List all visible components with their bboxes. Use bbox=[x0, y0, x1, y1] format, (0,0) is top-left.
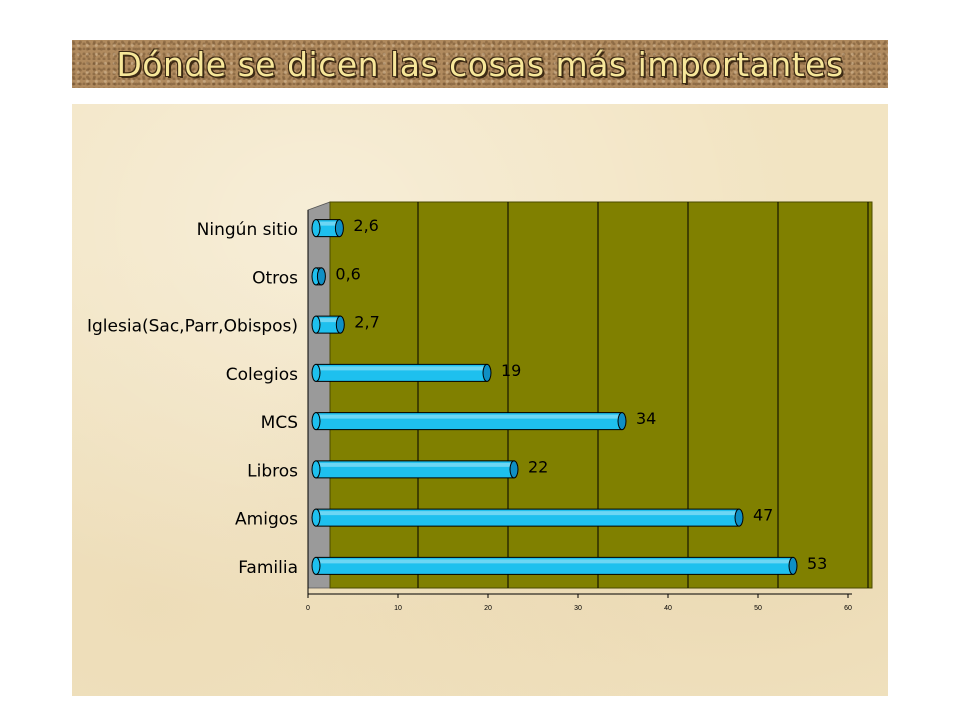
bar-highlight bbox=[317, 318, 340, 323]
bar-0 bbox=[311, 219, 344, 238]
category-label: Familia bbox=[238, 558, 298, 578]
bar-end-cap bbox=[316, 267, 326, 286]
x-tick-label: 60 bbox=[844, 605, 852, 612]
bar-end-cap bbox=[334, 219, 344, 238]
category-label: Amigos bbox=[235, 510, 298, 530]
category-label: Libros bbox=[247, 461, 298, 481]
value-label: 47 bbox=[753, 506, 773, 525]
bar-1 bbox=[311, 267, 326, 286]
value-label: 53 bbox=[807, 554, 827, 573]
page-title: Dónde se dicen las cosas más importantes bbox=[116, 44, 844, 84]
x-tick-label: 0 bbox=[306, 605, 310, 612]
bar-7 bbox=[311, 556, 798, 575]
x-tick-label: 30 bbox=[574, 605, 582, 612]
bar-highlight bbox=[317, 366, 486, 371]
bar-highlight bbox=[317, 559, 792, 564]
bar-end-cap bbox=[482, 363, 492, 382]
category-label: Iglesia(Sac,Parr,Obispos) bbox=[87, 317, 298, 337]
bar-6 bbox=[311, 508, 744, 527]
value-label: 22 bbox=[528, 457, 548, 476]
bar-highlight bbox=[317, 221, 339, 226]
bar-start-cap bbox=[311, 315, 321, 334]
x-tick-label: 20 bbox=[484, 605, 492, 612]
bar-end-cap bbox=[734, 508, 744, 527]
bar-2 bbox=[311, 315, 345, 334]
category-label: MCS bbox=[261, 413, 298, 433]
bar-start-cap bbox=[311, 219, 321, 238]
plot-area bbox=[329, 201, 873, 589]
value-label: 34 bbox=[636, 409, 656, 428]
value-label: 2,7 bbox=[354, 313, 379, 332]
bar-5 bbox=[311, 460, 519, 479]
bar-3 bbox=[311, 363, 492, 382]
value-label: 0,6 bbox=[335, 264, 360, 283]
category-label: Colegios bbox=[226, 365, 298, 385]
bar-start-cap bbox=[311, 412, 321, 431]
bar-start-cap bbox=[311, 556, 321, 575]
bar-end-cap bbox=[617, 412, 627, 431]
bar-4 bbox=[311, 412, 627, 431]
value-label: 19 bbox=[501, 361, 521, 380]
side-wall bbox=[307, 201, 331, 589]
bar-end-cap bbox=[788, 556, 798, 575]
title-banner: Dónde se dicen las cosas más importantes bbox=[72, 40, 888, 88]
category-label: Ningún sitio bbox=[197, 220, 298, 240]
category-label: Otros bbox=[252, 268, 298, 288]
value-label: 2,6 bbox=[353, 216, 378, 235]
x-tick-label: 50 bbox=[754, 605, 762, 612]
bar-end-cap bbox=[509, 460, 519, 479]
x-tick-label: 40 bbox=[664, 605, 672, 612]
bar-highlight bbox=[317, 462, 513, 467]
x-tick-label: 10 bbox=[394, 605, 402, 612]
bar-start-cap bbox=[311, 363, 321, 382]
bar-end-cap bbox=[335, 315, 345, 334]
bar-start-cap bbox=[311, 460, 321, 479]
bar-start-cap bbox=[311, 508, 321, 527]
bar-highlight bbox=[317, 414, 621, 419]
bar-highlight bbox=[317, 511, 738, 516]
